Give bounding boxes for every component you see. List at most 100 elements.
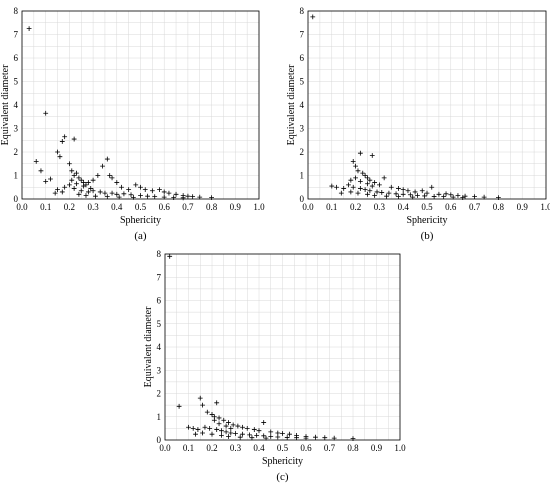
data-point	[223, 423, 229, 429]
data-point	[219, 432, 224, 438]
x-tick-label: 0.7	[324, 443, 336, 453]
data-point	[76, 175, 82, 181]
data-point	[384, 193, 389, 199]
data-point	[107, 173, 113, 178]
x-tick-label: 0.9	[371, 443, 383, 453]
data-point	[372, 180, 378, 185]
data-point	[268, 429, 274, 435]
data-point	[43, 178, 49, 184]
x-tick-label: 0.3	[374, 202, 386, 212]
data-point	[355, 190, 361, 196]
x-tick-label: 0.5	[135, 202, 147, 212]
x-tick-label: 0.9	[230, 202, 242, 212]
y-tick-label: 0	[300, 194, 305, 204]
data-point	[350, 184, 356, 190]
data-point	[400, 191, 406, 197]
data-points-a	[26, 26, 214, 201]
data-point	[261, 420, 267, 425]
data-point	[78, 177, 84, 183]
x-axis-title: Sphericity	[406, 215, 447, 226]
plot-frame-c	[164, 253, 401, 441]
data-point	[362, 187, 368, 192]
x-tick-label: 0.4	[253, 443, 265, 453]
data-point	[396, 186, 401, 191]
data-point	[431, 194, 437, 199]
x-tick-label: 1.0	[540, 202, 550, 212]
data-point	[367, 177, 373, 183]
data-point	[496, 195, 501, 200]
data-point	[256, 428, 262, 434]
data-point	[176, 403, 182, 409]
chart-panel-b: 0.0 0.1 0.2 0.3 0.4 0.5 0.6 0.7 0.8 0.9 1.0 0 1 2 3 4 5 6…	[275, 0, 550, 243]
data-point	[350, 159, 356, 164]
data-point	[244, 425, 250, 431]
data-point	[83, 193, 89, 198]
x-tick-label: 0.1	[40, 202, 51, 212]
data-point	[386, 190, 392, 196]
x-tick-label: 1.0	[253, 202, 265, 212]
y-tick-label: 1	[157, 412, 162, 422]
data-point	[109, 190, 115, 196]
data-point	[254, 432, 260, 438]
data-point	[216, 421, 222, 427]
data-point	[415, 193, 420, 198]
data-point	[226, 434, 231, 439]
data-point	[369, 153, 375, 158]
data-point	[424, 190, 430, 196]
data-point	[62, 184, 68, 190]
data-point	[338, 190, 344, 196]
data-point	[237, 434, 243, 440]
data-point	[481, 194, 487, 200]
data-point	[52, 190, 58, 196]
y-tick-label: 5	[300, 77, 305, 87]
plot-frame-a	[21, 10, 260, 200]
y-tick-label: 4	[300, 100, 305, 110]
data-point	[59, 139, 65, 144]
data-point	[152, 194, 158, 200]
data-point	[362, 173, 368, 178]
y-tick-label: 1	[14, 171, 19, 181]
data-point	[348, 189, 354, 195]
y-tick-label: 6	[14, 53, 19, 63]
data-point	[214, 427, 220, 432]
y-tick-label: 7	[300, 30, 305, 40]
y-tick-label: 2	[300, 147, 305, 157]
x-tick-label: 0.0	[159, 443, 171, 453]
y-tick-label: 5	[157, 319, 162, 329]
data-point	[294, 435, 299, 441]
x-tick-label: 0.6	[445, 202, 457, 212]
data-point	[367, 188, 373, 194]
x-tick-label: 0.2	[64, 202, 75, 212]
y-tick-label: 1	[300, 171, 305, 181]
data-point	[226, 420, 231, 425]
scatter-chart-b: 0.0 0.1 0.2 0.3 0.4 0.5 0.6 0.7 0.8 0.9 1.0 0 1 2 3 4 5 6…	[286, 6, 550, 242]
data-point	[322, 435, 328, 441]
data-point	[455, 193, 461, 198]
y-tick-label: 7	[14, 30, 19, 40]
data-point	[200, 402, 205, 408]
data-point	[388, 184, 394, 190]
data-point	[280, 431, 285, 436]
data-point	[334, 184, 339, 190]
data-point	[133, 182, 139, 188]
data-point	[138, 184, 143, 190]
x-tick-label: 1.0	[394, 443, 406, 453]
data-point	[357, 150, 363, 156]
data-point	[261, 433, 267, 439]
x-tick-label: 0.1	[183, 443, 194, 453]
data-point	[357, 186, 363, 191]
data-point	[422, 193, 428, 199]
data-point	[190, 194, 196, 200]
x-tick-label: 0.4	[111, 202, 123, 212]
data-point	[197, 194, 203, 200]
data-point	[88, 186, 94, 191]
y-tick-label: 0	[157, 435, 162, 445]
x-tick-label: 0.3	[87, 202, 99, 212]
data-point	[419, 188, 425, 194]
x-tick-label: 0.4	[398, 202, 410, 212]
data-point	[221, 417, 227, 423]
data-point	[360, 170, 366, 176]
data-point	[114, 180, 120, 185]
y-tick-label: 4	[14, 100, 19, 110]
x-tick-label: 0.7	[469, 202, 481, 212]
